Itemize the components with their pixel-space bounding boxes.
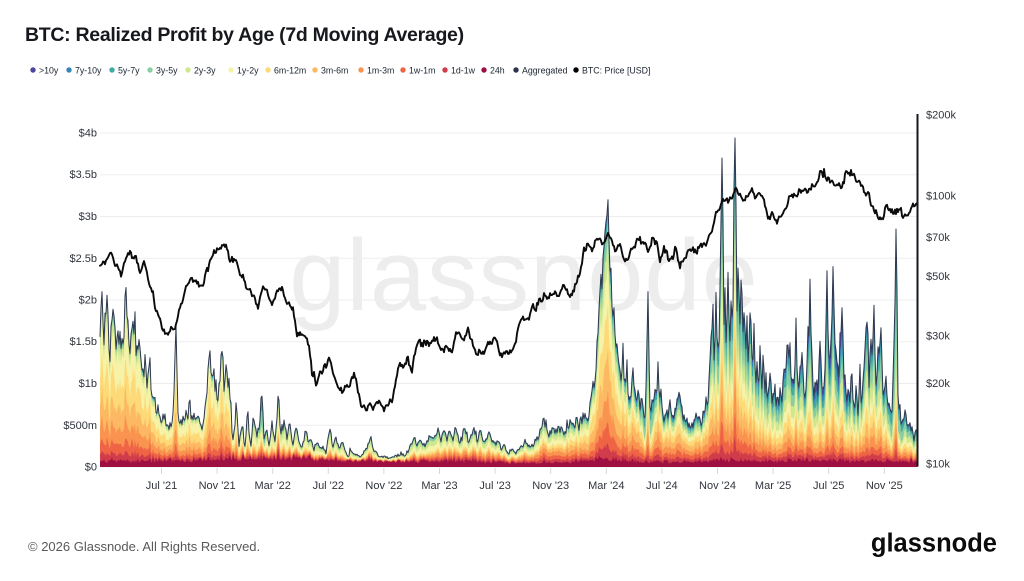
svg-text:$3.5b: $3.5b (69, 169, 97, 181)
svg-text:$2b: $2b (79, 295, 97, 307)
svg-text:$500m: $500m (63, 420, 97, 432)
svg-text:Jul '24: Jul '24 (646, 480, 677, 492)
svg-text:$50k: $50k (926, 271, 950, 283)
svg-text:1m-3m: 1m-3m (367, 65, 394, 75)
svg-text:$30k: $30k (926, 331, 950, 343)
svg-text:$1.5b: $1.5b (69, 336, 97, 348)
svg-text:2y-3y: 2y-3y (194, 65, 216, 75)
svg-text:$2.5b: $2.5b (69, 253, 97, 265)
svg-text:$0: $0 (85, 462, 97, 474)
svg-text:1d-1w: 1d-1w (451, 65, 476, 75)
svg-text:Nov '21: Nov '21 (199, 480, 236, 492)
svg-text:Mar '23: Mar '23 (421, 480, 457, 492)
svg-text:1w-1m: 1w-1m (409, 65, 435, 75)
svg-text:$200k: $200k (926, 110, 956, 122)
svg-text:Nov '24: Nov '24 (699, 480, 736, 492)
svg-text:$1b: $1b (79, 378, 97, 390)
svg-text:© 2026 Glassnode. All Rights R: © 2026 Glassnode. All Rights Reserved. (28, 539, 260, 554)
svg-text:glassnode: glassnode (289, 220, 758, 332)
svg-text:$3b: $3b (79, 211, 97, 223)
svg-text:$20k: $20k (926, 378, 950, 390)
svg-text:Mar '22: Mar '22 (255, 480, 291, 492)
svg-text:24h: 24h (490, 65, 505, 75)
svg-text:1y-2y: 1y-2y (237, 65, 259, 75)
svg-text:$10k: $10k (926, 459, 950, 471)
svg-text:Nov '23: Nov '23 (532, 480, 569, 492)
svg-text:7y-10y: 7y-10y (75, 65, 102, 75)
svg-text:BTC: Realized Profit by Age (7: BTC: Realized Profit by Age (7d Moving A… (25, 24, 464, 46)
svg-text:Aggregated: Aggregated (522, 65, 568, 75)
svg-text:BTC: Price [USD]: BTC: Price [USD] (582, 65, 650, 75)
svg-text:>10y: >10y (39, 65, 59, 75)
svg-text:Jul '25: Jul '25 (813, 480, 844, 492)
svg-text:5y-7y: 5y-7y (118, 65, 140, 75)
svg-text:$4b: $4b (79, 128, 97, 140)
svg-text:glassnode: glassnode (871, 530, 997, 558)
svg-text:3m-6m: 3m-6m (321, 65, 348, 75)
svg-text:Mar '25: Mar '25 (755, 480, 791, 492)
svg-text:Nov '22: Nov '22 (365, 480, 402, 492)
svg-text:Jul '21: Jul '21 (146, 480, 177, 492)
svg-text:$100k: $100k (926, 190, 956, 202)
svg-text:Mar '24: Mar '24 (588, 480, 624, 492)
svg-text:6m-12m: 6m-12m (274, 65, 306, 75)
svg-text:Jul '23: Jul '23 (479, 480, 510, 492)
svg-text:3y-5y: 3y-5y (156, 65, 178, 75)
svg-text:Jul '22: Jul '22 (313, 480, 344, 492)
svg-text:$70k: $70k (926, 232, 950, 244)
svg-text:Nov '25: Nov '25 (866, 480, 903, 492)
